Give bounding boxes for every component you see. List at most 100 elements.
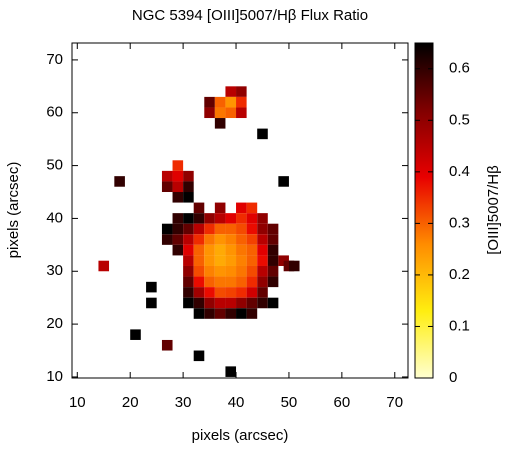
heatmap-cell: [225, 297, 237, 309]
heatmap-cell: [214, 202, 226, 214]
heatmap-cell: [246, 202, 258, 214]
colorbar-label: [OIII]5007/Hβ: [485, 165, 502, 255]
colorbar-tick-label: 0.1: [449, 317, 470, 334]
x-tick-label: 10: [69, 394, 86, 411]
heatmap-cell: [193, 223, 205, 235]
heatmap-cell: [204, 213, 215, 224]
heatmap-cell: [246, 213, 258, 224]
heatmap-cell: [193, 234, 205, 245]
heatmap-cell: [236, 202, 247, 214]
heatmap-cell: [257, 128, 268, 140]
heatmap-cell: [225, 366, 237, 377]
x-tick-label: 30: [175, 394, 192, 411]
x-axis-label: pixels (arcsec): [192, 427, 289, 444]
heatmap-cell: [225, 234, 237, 245]
heatmap-cell: [204, 276, 215, 288]
x-tick-label: 40: [228, 394, 245, 411]
heatmap-cell: [225, 223, 237, 235]
colorbar-tick-label: 0.2: [449, 266, 470, 283]
heatmap-cell: [278, 176, 289, 187]
x-tick-label: 60: [334, 394, 351, 411]
chart-title: NGC 5394 [OIII]5007/Hβ Flux Ratio: [132, 7, 368, 24]
y-tick-label: 20: [46, 315, 63, 332]
heatmap-cell: [214, 276, 226, 288]
heatmap-cell: [257, 234, 268, 245]
y-tick-label: 30: [46, 262, 63, 279]
heatmap-cell: [204, 265, 215, 277]
heatmap-cell: [214, 308, 226, 319]
heatmap-cell: [257, 276, 268, 288]
heatmap-cell: [267, 265, 279, 277]
heatmap-cell: [214, 255, 226, 266]
heatmap-cell: [204, 96, 215, 108]
heatmap-cell: [257, 297, 268, 309]
heatmap-cell: [183, 192, 194, 203]
heatmap-cell: [257, 255, 268, 266]
heatmap-cell: [183, 234, 194, 245]
heatmap-cell: [214, 297, 226, 309]
heatmap-cell: [183, 213, 194, 224]
colorbar: [414, 42, 434, 379]
colorbar-tick-label: 0.5: [449, 111, 470, 128]
heatmap-cell: [161, 181, 173, 193]
heatmap-cell: [236, 255, 247, 266]
heatmap-cell: [183, 276, 194, 288]
heatmap-cell: [246, 255, 258, 266]
heatmap-cell: [214, 223, 226, 235]
colorbar-tick-label: 0.4: [449, 163, 470, 180]
heatmap-cell: [225, 265, 237, 277]
heatmap-cell: [246, 223, 258, 235]
heatmap-cell: [225, 308, 237, 319]
heatmap-cell: [172, 244, 184, 256]
heatmap-cell: [246, 244, 258, 256]
heatmap-cell: [193, 255, 205, 266]
heatmap-cell: [183, 170, 194, 182]
heatmap-cell: [130, 329, 141, 340]
heatmap-cell: [161, 234, 173, 245]
heatmap-cell: [204, 287, 215, 298]
plot-frame: [71, 42, 409, 379]
heatmap-cell: [257, 223, 268, 235]
heatmap-cell: [236, 223, 247, 235]
heatmap-cell: [193, 202, 205, 214]
y-tick-label: 60: [46, 104, 63, 121]
heatmap-cell: [172, 170, 184, 182]
heatmap-cell: [267, 234, 279, 245]
heatmap-cell: [183, 223, 194, 235]
heatmap-cell: [172, 192, 184, 203]
heatmap-cell: [214, 287, 226, 298]
y-tick-label: 70: [46, 51, 63, 68]
heatmap-cell: [246, 265, 258, 277]
heatmap-cell: [267, 244, 279, 256]
heatmap-cell: [225, 96, 237, 108]
heatmap-cell: [161, 170, 173, 182]
heatmap-cell: [214, 118, 226, 129]
heatmap-cell: [236, 287, 247, 298]
heatmap-cell: [214, 244, 226, 256]
colorbar-tick-label: 0.3: [449, 214, 470, 231]
heatmap-cell: [288, 260, 300, 272]
x-tick-label: 50: [281, 394, 298, 411]
heatmap-cell: [246, 287, 258, 298]
heatmap-cell: [204, 223, 215, 235]
heatmap-cell: [257, 265, 268, 277]
heatmap-cell: [257, 213, 268, 224]
y-axis-label: pixels (arcsec): [5, 162, 22, 259]
heatmap-cell: [225, 86, 237, 97]
x-tick-label: 20: [122, 394, 139, 411]
heatmap-cell: [193, 287, 205, 298]
colorbar-tick-label: 0.6: [449, 60, 470, 77]
heatmap-cell: [236, 276, 247, 288]
heatmap-cell: [172, 234, 184, 245]
heatmap-cell: [98, 260, 110, 272]
heatmap-cell: [183, 265, 194, 277]
heatmap-cell: [214, 107, 226, 119]
heatmap-cell: [183, 255, 194, 266]
heatmap-cell: [236, 308, 247, 319]
heatmap-cell: [183, 181, 194, 193]
heatmap-cell: [225, 287, 237, 298]
heatmap-cell: [236, 265, 247, 277]
heatmap-cell: [193, 297, 205, 309]
heatmap-cell: [193, 244, 205, 256]
